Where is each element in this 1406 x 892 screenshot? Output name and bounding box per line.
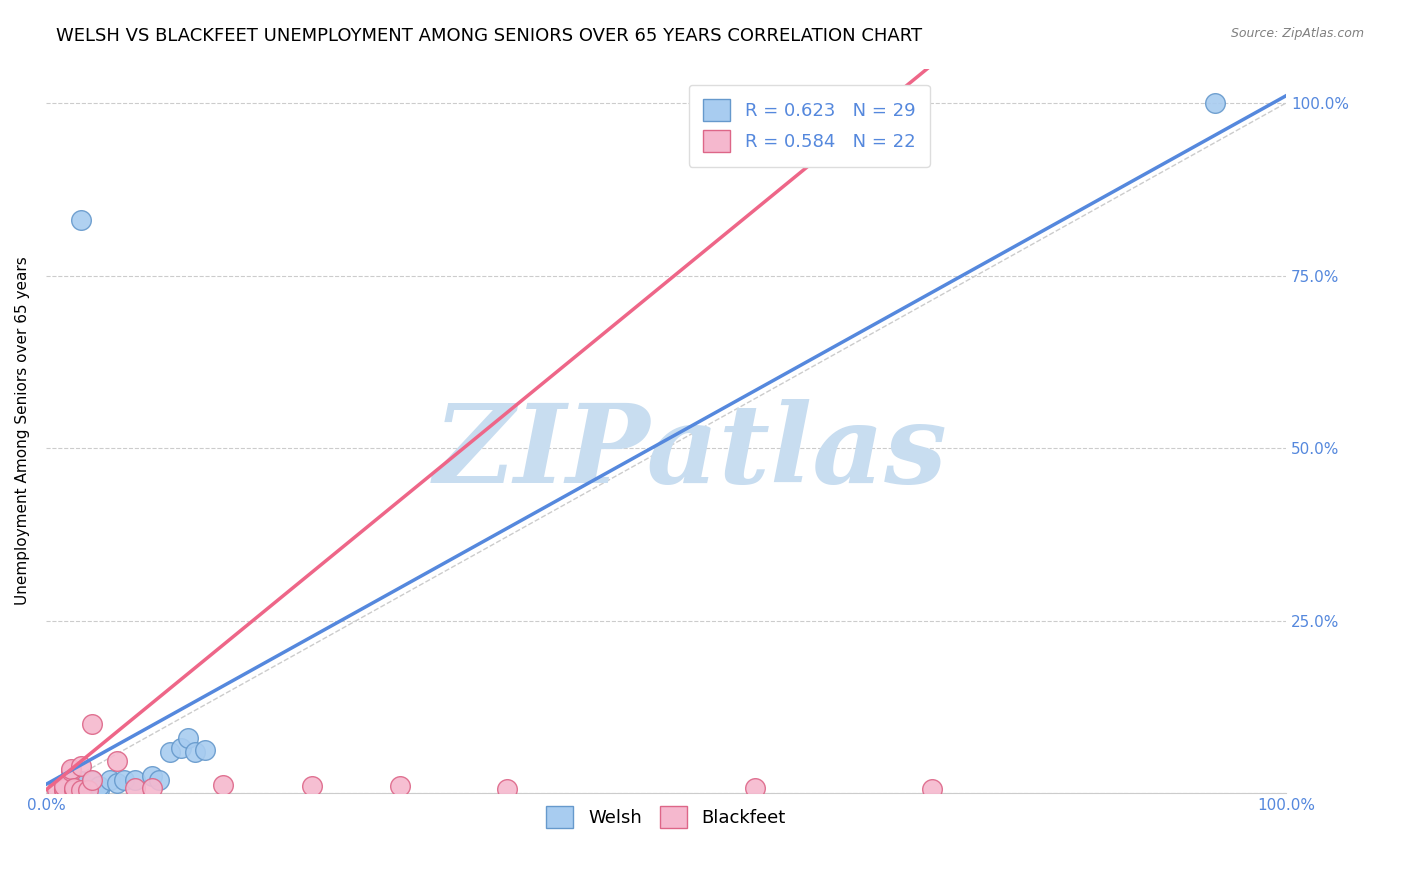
- Point: [389, 780, 412, 794]
- Point: [159, 745, 181, 759]
- Point: [194, 743, 217, 757]
- Point: [70, 783, 93, 797]
- Point: [63, 778, 86, 792]
- Text: Source: ZipAtlas.com: Source: ZipAtlas.com: [1230, 27, 1364, 40]
- Point: [70, 213, 93, 227]
- Point: [45, 783, 67, 797]
- Point: [52, 781, 75, 796]
- Point: [141, 780, 163, 795]
- Y-axis label: Unemployment Among Seniors over 65 years: Unemployment Among Seniors over 65 years: [15, 257, 30, 606]
- Point: [921, 781, 943, 796]
- Point: [70, 783, 93, 797]
- Point: [70, 758, 93, 772]
- Point: [52, 780, 75, 794]
- Point: [52, 783, 75, 797]
- Point: [59, 764, 82, 778]
- Point: [59, 783, 82, 797]
- Point: [744, 780, 766, 795]
- Point: [124, 772, 146, 787]
- Point: [98, 772, 121, 787]
- Point: [176, 731, 198, 745]
- Point: [1204, 96, 1226, 111]
- Point: [80, 773, 103, 788]
- Point: [80, 772, 103, 787]
- Point: [105, 754, 128, 768]
- Point: [52, 777, 75, 791]
- Point: [70, 773, 93, 788]
- Point: [169, 741, 191, 756]
- Point: [70, 780, 93, 794]
- Point: [59, 780, 82, 795]
- Point: [52, 783, 75, 797]
- Point: [112, 772, 135, 787]
- Point: [87, 783, 110, 797]
- Point: [105, 776, 128, 790]
- Point: [80, 717, 103, 731]
- Text: ZIPatlas: ZIPatlas: [434, 399, 948, 507]
- Point: [148, 772, 170, 787]
- Point: [63, 783, 86, 797]
- Legend: Welsh, Blackfeet: Welsh, Blackfeet: [538, 798, 793, 835]
- Point: [184, 745, 207, 759]
- Point: [495, 781, 517, 796]
- Point: [77, 781, 100, 796]
- Text: WELSH VS BLACKFEET UNEMPLOYMENT AMONG SENIORS OVER 65 YEARS CORRELATION CHART: WELSH VS BLACKFEET UNEMPLOYMENT AMONG SE…: [56, 27, 922, 45]
- Point: [63, 773, 86, 788]
- Point: [77, 783, 100, 797]
- Point: [77, 783, 100, 797]
- Point: [301, 780, 323, 794]
- Point: [63, 783, 86, 797]
- Point: [141, 769, 163, 783]
- Point: [52, 780, 75, 794]
- Point: [63, 780, 86, 795]
- Point: [124, 780, 146, 795]
- Point: [59, 762, 82, 776]
- Point: [87, 780, 110, 794]
- Point: [212, 778, 235, 792]
